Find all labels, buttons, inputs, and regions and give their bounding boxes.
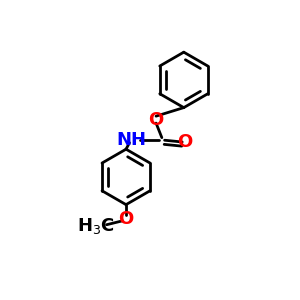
Text: O: O [177,133,193,151]
Text: NH: NH [117,131,147,149]
Text: O: O [148,111,164,129]
Text: O: O [118,210,134,228]
Text: H$_3$C: H$_3$C [76,216,114,236]
